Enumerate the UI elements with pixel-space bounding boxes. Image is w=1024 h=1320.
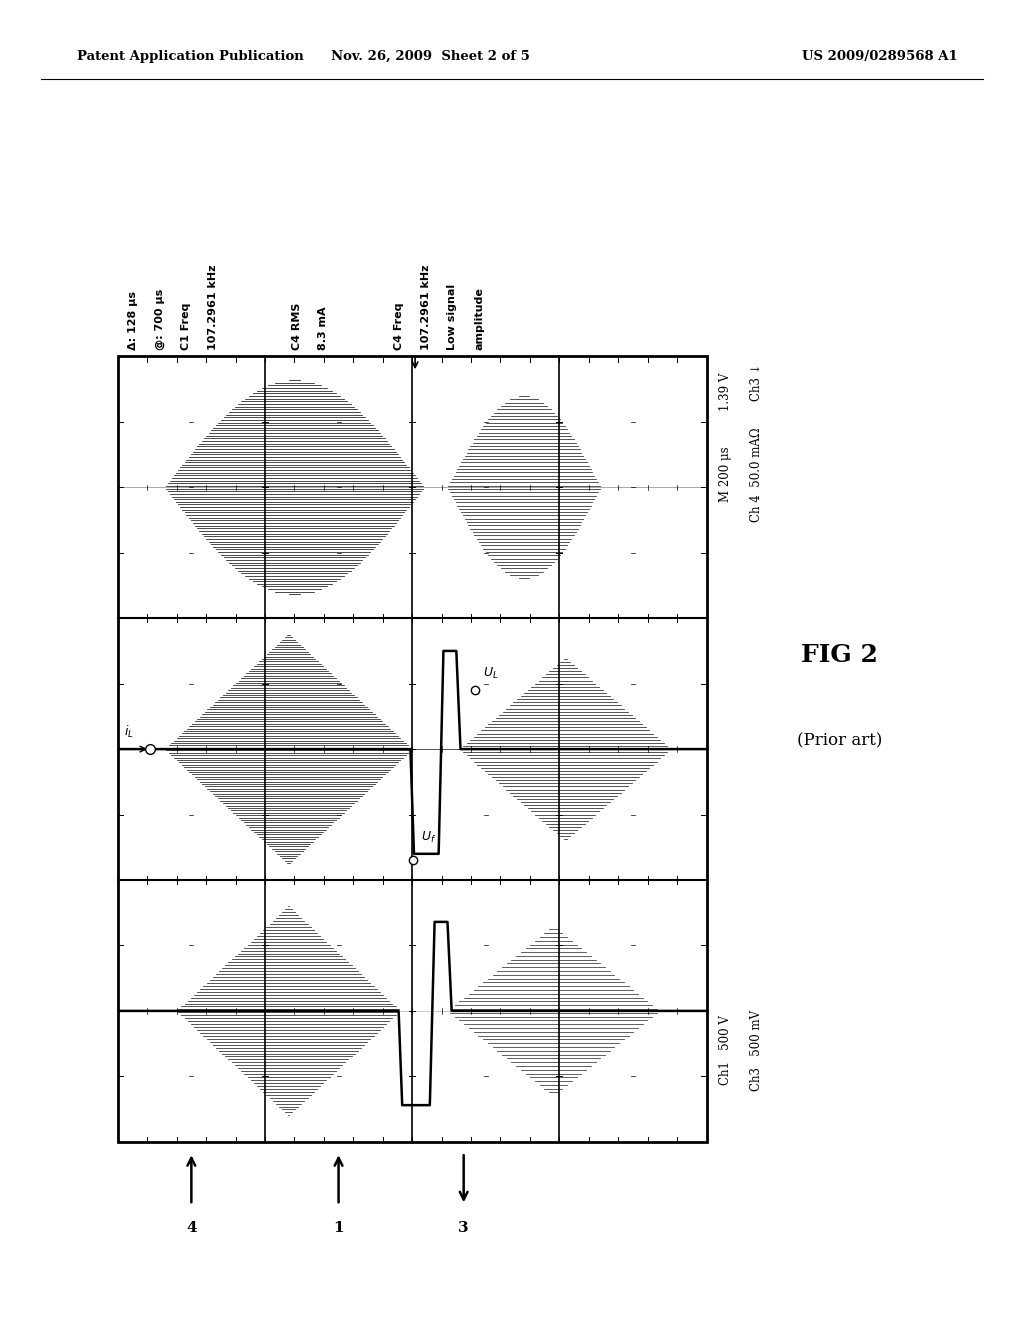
Text: 1.39 V: 1.39 V: [719, 372, 732, 411]
Text: Low signal: Low signal: [447, 284, 458, 350]
Text: 1: 1: [333, 1221, 344, 1236]
Text: $U_f$: $U_f$: [421, 830, 436, 845]
Text: Ch3 ↓: Ch3 ↓: [750, 363, 763, 401]
Text: C4 Freq: C4 Freq: [394, 302, 404, 350]
Text: amplitude: amplitude: [474, 286, 484, 350]
Text: 3: 3: [459, 1221, 469, 1236]
Text: 107.2961 kHz: 107.2961 kHz: [208, 264, 218, 350]
Text: Ch 4  50.0 mAΩ: Ch 4 50.0 mAΩ: [750, 426, 763, 521]
Text: 107.2961 kHz: 107.2961 kHz: [421, 264, 431, 350]
Text: Patent Application Publication: Patent Application Publication: [77, 50, 303, 63]
Bar: [118, 356, 707, 1142]
Text: 8.3 mA: 8.3 mA: [318, 306, 329, 350]
Text: Nov. 26, 2009  Sheet 2 of 5: Nov. 26, 2009 Sheet 2 of 5: [331, 50, 529, 63]
Text: Ch1   500 V: Ch1 500 V: [719, 1015, 732, 1085]
Text: M 200 μs: M 200 μs: [719, 446, 732, 502]
Text: (Prior art): (Prior art): [797, 733, 883, 750]
Text: Ch3   500 mV: Ch3 500 mV: [750, 1010, 763, 1090]
Text: 4: 4: [186, 1221, 197, 1236]
Text: US 2009/0289568 A1: US 2009/0289568 A1: [802, 50, 957, 63]
Text: $U_L$: $U_L$: [483, 667, 499, 681]
Text: Δ: 128 μs: Δ: 128 μs: [128, 290, 138, 350]
Text: C1 Freq: C1 Freq: [181, 302, 191, 350]
Text: $i_L$: $i_L$: [124, 723, 133, 741]
Text: @: 700 μs: @: 700 μs: [155, 289, 165, 350]
Text: FIG 2: FIG 2: [801, 643, 879, 667]
Text: C4 RMS: C4 RMS: [292, 302, 302, 350]
